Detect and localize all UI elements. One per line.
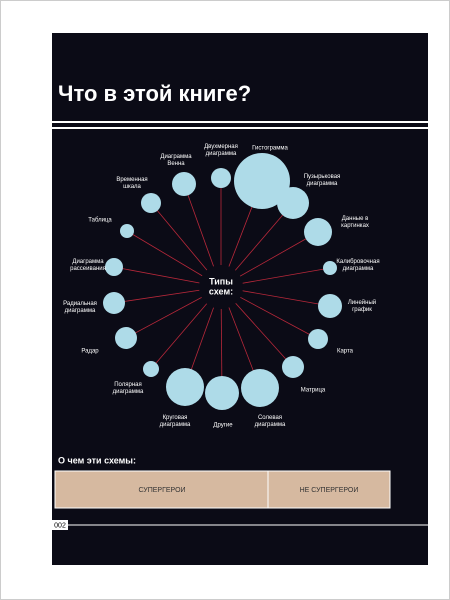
node	[205, 376, 239, 410]
center	[199, 265, 243, 309]
question: О чем эти схемы:	[58, 455, 136, 465]
node-label: график	[352, 307, 372, 313]
diagram: ГистограммаДвухмернаядиаграммаДиаграммаВ…	[63, 144, 380, 429]
node	[211, 168, 231, 188]
node-label: Радиальная	[63, 301, 97, 307]
node	[318, 294, 342, 318]
node-label: Таблица	[88, 218, 112, 224]
node-label: Линейный	[348, 299, 376, 306]
node-label: Диаграмма	[72, 259, 104, 265]
node-label: картинках	[341, 223, 369, 229]
node	[115, 327, 137, 349]
node	[103, 292, 125, 314]
node-label: Временная	[116, 177, 147, 183]
node-label: Венна	[167, 161, 185, 167]
option-box	[54, 470, 391, 509]
option: СУПЕРГЕРОИ	[138, 487, 185, 494]
node	[241, 369, 279, 407]
node-label: Данные в	[342, 216, 369, 222]
node-label: диаграмма	[206, 151, 237, 157]
node-label: Гистограмма	[252, 146, 288, 152]
node-label: Двухмерная	[204, 144, 238, 150]
node	[141, 193, 161, 213]
node	[172, 172, 196, 196]
node-label: Круговая	[163, 415, 188, 421]
node-label: диаграмма	[255, 422, 286, 428]
node-label: шкала	[123, 184, 141, 190]
page-number: 002	[54, 522, 66, 529]
node-label: диаграмма	[307, 181, 338, 187]
node-label: Другие	[213, 423, 233, 429]
node-label: диаграмма	[113, 389, 144, 395]
node	[282, 356, 304, 378]
node-label: Полярная	[114, 382, 142, 388]
option: НЕ СУПЕРГЕРОИ	[300, 487, 359, 494]
node-label: Калибровочная	[336, 259, 379, 265]
node-label: диаграмма	[160, 422, 191, 428]
node-label: Пузырьковая	[304, 174, 341, 180]
node	[304, 218, 332, 246]
node	[323, 261, 337, 275]
node-label: Радар	[81, 349, 99, 355]
node	[277, 187, 309, 219]
node	[166, 368, 204, 406]
node	[143, 361, 159, 377]
center-label: Типы	[209, 276, 233, 286]
title: Что в этой книге?	[58, 81, 251, 106]
node-label: Диаграмма	[160, 154, 192, 160]
node-label: рассеивания	[70, 266, 106, 272]
node-label: Карта	[337, 349, 354, 355]
node	[234, 153, 290, 209]
node-label: Матрица	[301, 388, 326, 394]
page-tag	[52, 520, 68, 530]
node-label: диаграмма	[343, 266, 374, 272]
node	[120, 224, 134, 238]
node	[105, 258, 123, 276]
center-label: схем:	[209, 286, 233, 296]
node-label: Солевая	[258, 415, 282, 421]
node	[308, 329, 328, 349]
node-label: диаграмма	[65, 308, 96, 314]
